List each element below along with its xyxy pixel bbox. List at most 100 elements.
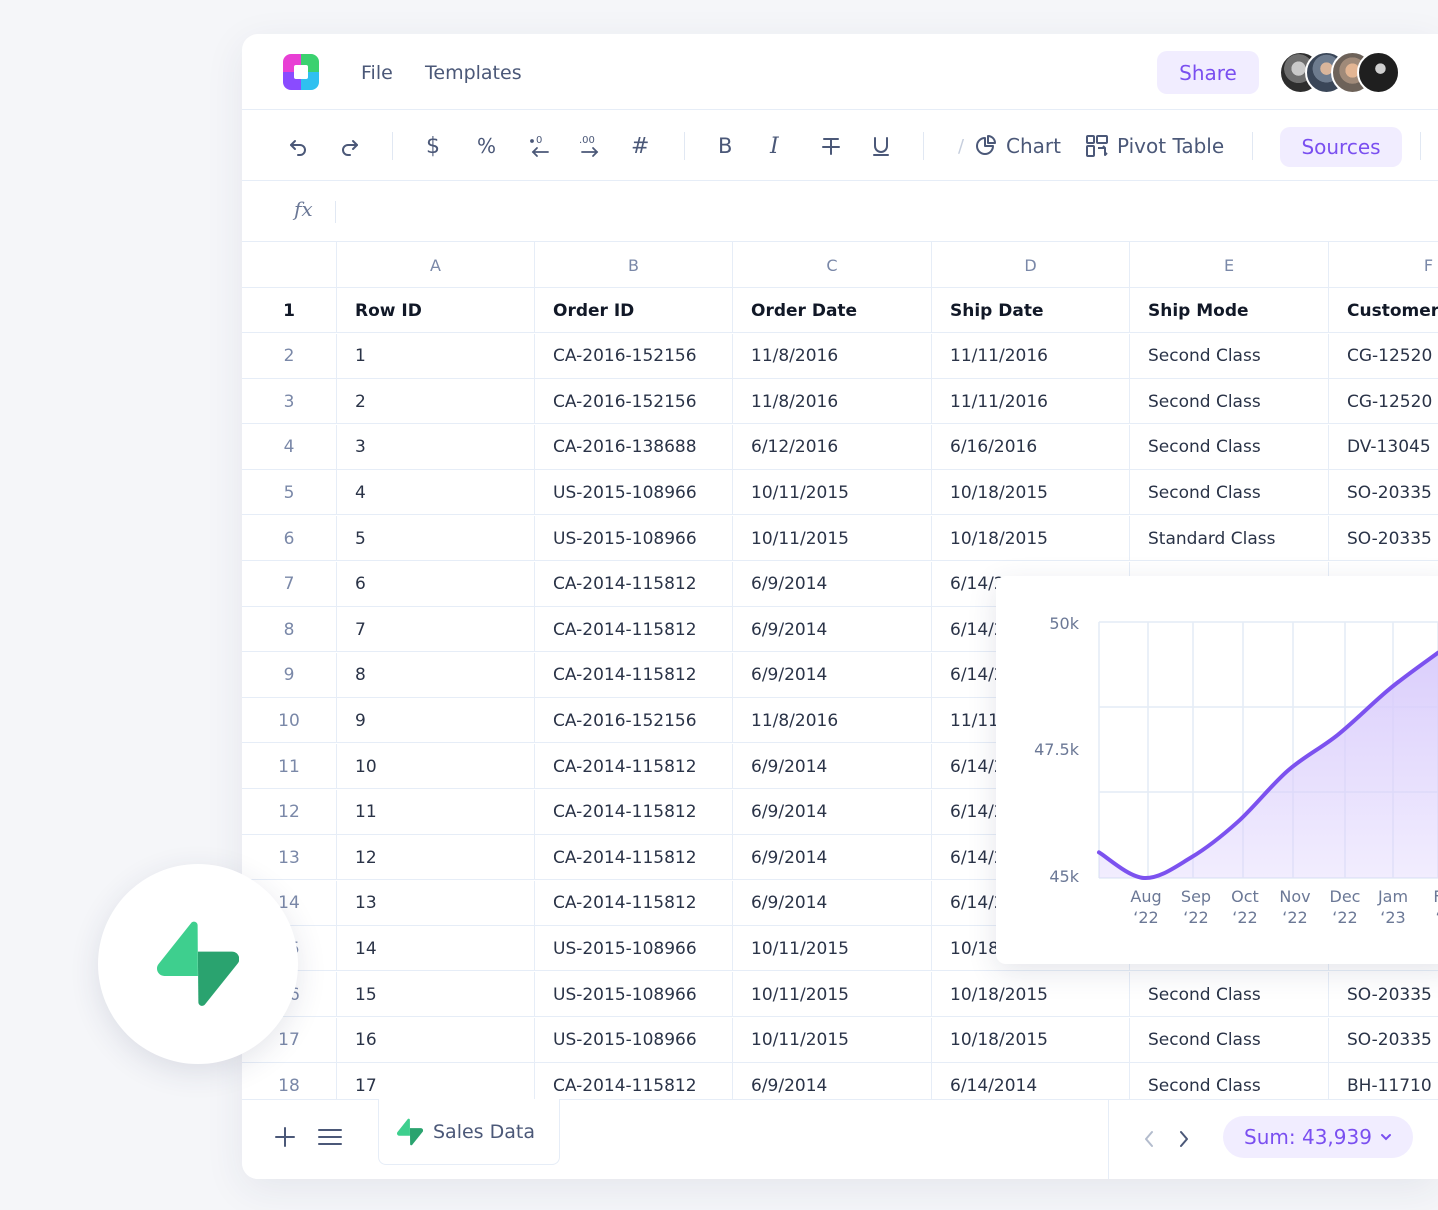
share-button[interactable]: Share bbox=[1157, 51, 1259, 94]
row-number[interactable]: 8 bbox=[242, 607, 337, 653]
table-cell[interactable]: 6/9/2014 bbox=[733, 652, 932, 698]
row-number[interactable]: 12 bbox=[242, 789, 337, 835]
menu-templates[interactable]: Templates bbox=[425, 62, 522, 84]
column-header[interactable]: D bbox=[932, 242, 1130, 288]
row-number[interactable]: 11 bbox=[242, 744, 337, 789]
add-sheet-icon[interactable] bbox=[274, 1126, 296, 1152]
table-cell[interactable]: Second Class bbox=[1130, 333, 1329, 379]
table-cell[interactable]: Ship Date bbox=[932, 288, 1130, 333]
table-cell[interactable]: CA-2014-115812 bbox=[535, 1063, 733, 1109]
table-cell[interactable]: 15 bbox=[337, 972, 535, 1017]
table-cell[interactable]: 12 bbox=[337, 835, 535, 881]
chart-button[interactable]: Chart bbox=[974, 130, 1061, 162]
sources-button[interactable]: Sources bbox=[1280, 127, 1402, 167]
formula-input[interactable] bbox=[352, 199, 1252, 225]
table-cell[interactable]: 10/11/2015 bbox=[733, 1017, 932, 1063]
table-cell[interactable]: CA-2016-138688 bbox=[535, 424, 733, 470]
table-cell[interactable]: 17 bbox=[337, 1063, 535, 1109]
table-cell[interactable]: SO-20335 bbox=[1329, 470, 1438, 515]
table-cell[interactable]: 6/16/2016 bbox=[932, 424, 1130, 470]
row-number[interactable]: 4 bbox=[242, 424, 337, 470]
table-cell[interactable]: CG-12520 bbox=[1329, 334, 1438, 379]
increase-decimals-icon[interactable]: .00 bbox=[577, 130, 603, 162]
table-cell[interactable]: 10 bbox=[337, 744, 535, 789]
table-cell[interactable]: Order ID bbox=[535, 288, 733, 333]
row-number[interactable]: 13 bbox=[242, 835, 337, 881]
percent-format-button[interactable]: % bbox=[477, 130, 496, 162]
table-cell[interactable]: Order Date bbox=[733, 288, 932, 333]
table-cell[interactable]: 6/9/2014 bbox=[733, 744, 932, 789]
table-cell[interactable]: 11/8/2016 bbox=[733, 333, 932, 379]
table-cell[interactable]: 5 bbox=[337, 516, 535, 561]
table-cell[interactable]: US-2015-108966 bbox=[535, 470, 733, 516]
table-cell[interactable]: 10/11/2015 bbox=[733, 516, 932, 561]
column-header[interactable]: F bbox=[1329, 242, 1438, 288]
column-header[interactable]: B bbox=[535, 242, 733, 288]
table-cell[interactable]: 10/11/2015 bbox=[733, 470, 932, 516]
table-cell[interactable]: BH-11710 bbox=[1329, 1063, 1438, 1108]
row-number[interactable]: 14 bbox=[242, 880, 337, 926]
redo-icon[interactable] bbox=[338, 130, 362, 162]
table-cell[interactable]: 6/14/2014 bbox=[932, 1063, 1130, 1109]
table-cell[interactable]: CA-2014-115812 bbox=[535, 744, 733, 789]
table-cell[interactable]: 6/12/2016 bbox=[733, 424, 932, 470]
table-cell[interactable]: 3 bbox=[337, 424, 535, 470]
table-cell[interactable]: Second Class bbox=[1130, 972, 1329, 1017]
underline-button[interactable] bbox=[870, 130, 892, 162]
table-cell[interactable]: 11/11/2016 bbox=[932, 333, 1130, 379]
table-cell[interactable]: US-2015-108966 bbox=[535, 516, 733, 561]
table-cell[interactable]: US-2015-108966 bbox=[535, 1017, 733, 1063]
table-cell[interactable]: CA-2014-115812 bbox=[535, 789, 733, 835]
table-cell[interactable]: CA-2016-152156 bbox=[535, 379, 733, 425]
table-cell[interactable]: 4 bbox=[337, 470, 535, 516]
avatar[interactable] bbox=[1357, 51, 1400, 94]
select-all-corner[interactable] bbox=[242, 242, 337, 288]
table-cell[interactable]: CG-12520 bbox=[1329, 379, 1438, 424]
table-cell[interactable]: Second Class bbox=[1130, 470, 1329, 516]
table-cell[interactable]: CA-2016-152156 bbox=[535, 698, 733, 744]
table-cell[interactable]: SO-20335 bbox=[1329, 1018, 1438, 1063]
table-cell[interactable]: Standard Class bbox=[1130, 516, 1329, 561]
table-cell[interactable]: 10/18/2015 bbox=[932, 972, 1130, 1017]
table-cell[interactable]: 2 bbox=[337, 379, 535, 425]
table-cell[interactable]: Second Class bbox=[1130, 424, 1329, 470]
italic-button[interactable]: I bbox=[770, 130, 779, 162]
table-cell[interactable]: US-2015-108966 bbox=[535, 926, 733, 972]
table-cell[interactable]: 10/18/2015 bbox=[932, 1017, 1130, 1063]
row-number[interactable]: 18 bbox=[242, 1063, 337, 1109]
table-cell[interactable]: 16 bbox=[337, 1017, 535, 1063]
table-cell[interactable]: 6/9/2014 bbox=[733, 880, 932, 926]
table-cell[interactable]: 11 bbox=[337, 789, 535, 835]
table-cell[interactable]: 10/11/2015 bbox=[733, 972, 932, 1017]
table-cell[interactable]: 6 bbox=[337, 561, 535, 607]
table-cell[interactable]: SO-20335 bbox=[1329, 972, 1438, 1017]
strikethrough-button[interactable] bbox=[820, 130, 842, 162]
pivot-table-button[interactable]: Pivot Table bbox=[1085, 130, 1224, 162]
table-cell[interactable]: Ship Mode bbox=[1130, 288, 1329, 333]
chevron-right-icon[interactable] bbox=[1177, 1129, 1191, 1153]
column-header[interactable]: C bbox=[733, 242, 932, 288]
table-cell[interactable]: 6/9/2014 bbox=[733, 561, 932, 607]
row-number[interactable]: 5 bbox=[242, 470, 337, 516]
table-cell[interactable]: 11/8/2016 bbox=[733, 698, 932, 744]
row-number[interactable]: 2 bbox=[242, 333, 337, 379]
table-cell[interactable]: DV-13045 bbox=[1329, 425, 1438, 470]
table-cell[interactable]: CA-2014-115812 bbox=[535, 880, 733, 926]
table-cell[interactable]: Second Class bbox=[1130, 379, 1329, 425]
row-number[interactable]: 7 bbox=[242, 561, 337, 607]
table-cell[interactable]: 6/9/2014 bbox=[733, 1063, 932, 1109]
table-cell[interactable]: 6/9/2014 bbox=[733, 607, 932, 653]
chevron-left-icon[interactable] bbox=[1142, 1129, 1156, 1153]
table-cell[interactable]: Second Class bbox=[1130, 1017, 1329, 1063]
sum-dropdown[interactable]: Sum: 43,939 bbox=[1223, 1116, 1413, 1158]
table-cell[interactable]: US-2015-108966 bbox=[535, 972, 733, 1017]
number-format-button[interactable]: # bbox=[631, 130, 649, 162]
row-number[interactable]: 1 bbox=[242, 288, 337, 333]
table-cell[interactable]: Second Class bbox=[1130, 1063, 1329, 1109]
table-cell[interactable]: 10/18/2015 bbox=[932, 470, 1130, 516]
row-number[interactable]: 10 bbox=[242, 698, 337, 744]
sheet-list-icon[interactable] bbox=[318, 1126, 342, 1152]
table-cell[interactable]: Customer ID bbox=[1329, 288, 1438, 333]
table-cell[interactable]: CA-2014-115812 bbox=[535, 835, 733, 881]
column-header[interactable]: A bbox=[337, 242, 535, 288]
